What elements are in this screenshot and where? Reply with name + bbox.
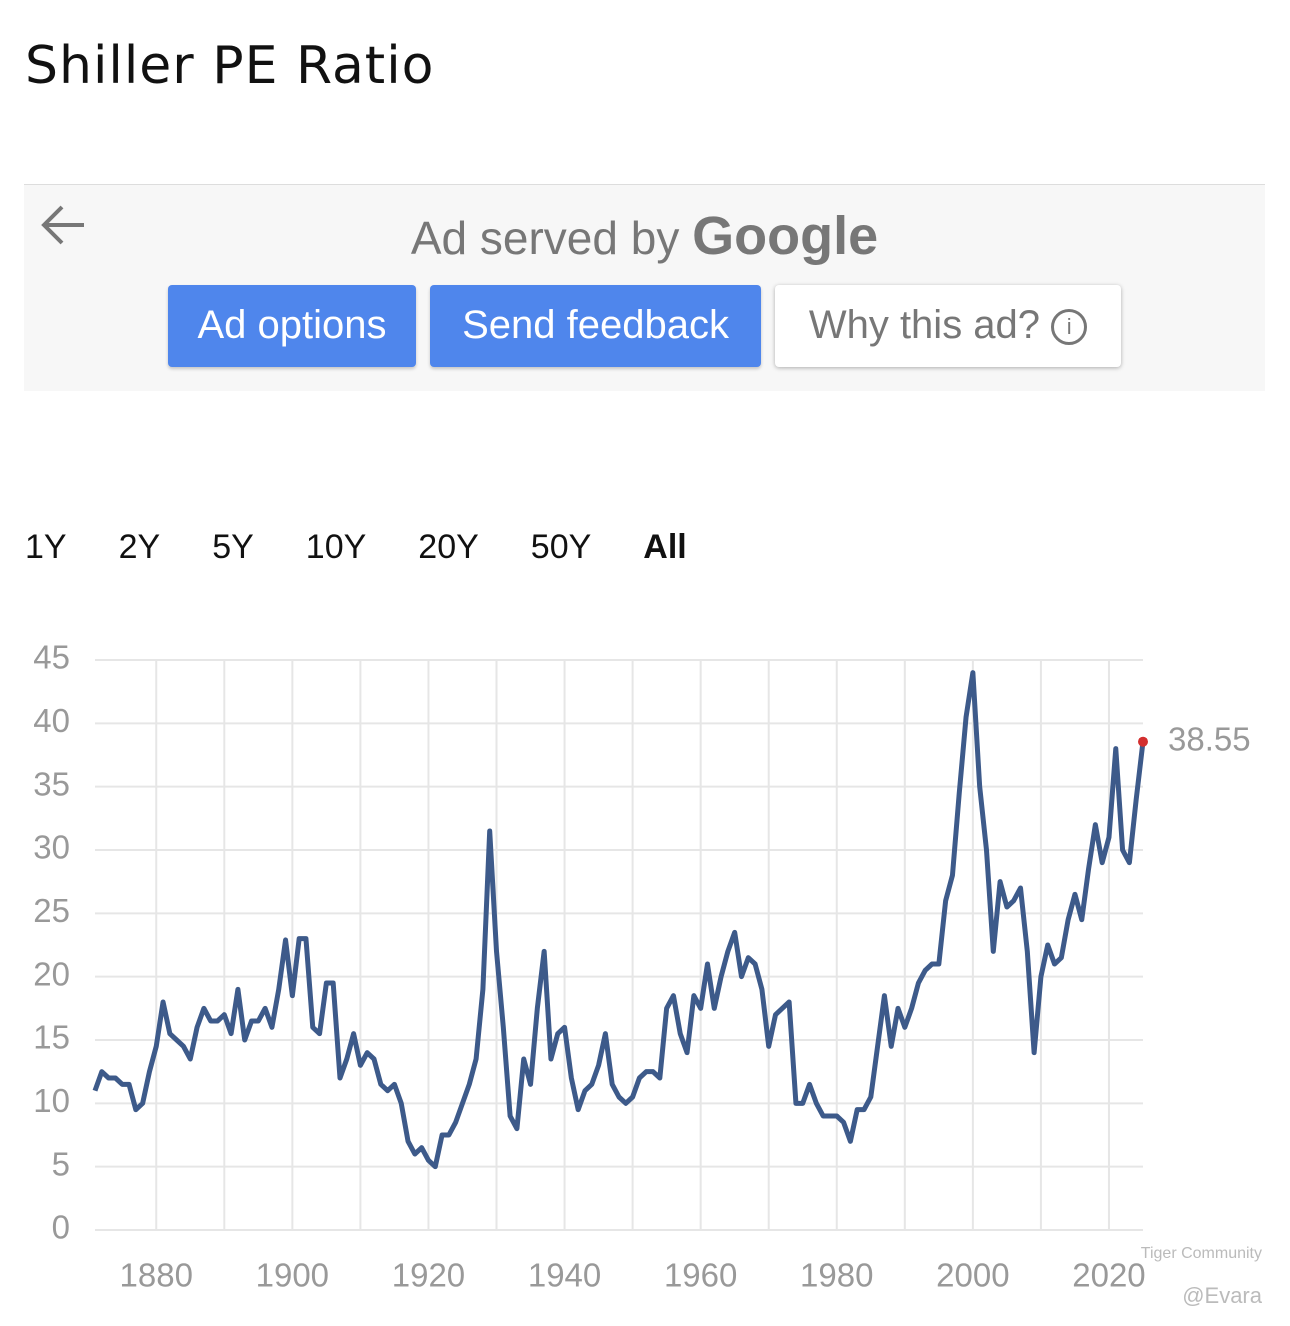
ad-served-by: Ad served by Google bbox=[24, 205, 1265, 267]
y-tick-label: 45 bbox=[33, 639, 70, 676]
y-tick-label: 30 bbox=[33, 829, 70, 866]
y-tick-label: 25 bbox=[33, 892, 70, 929]
range-tab[interactable]: 10Y bbox=[305, 528, 367, 566]
range-tab[interactable]: 1Y bbox=[25, 528, 67, 566]
x-tick-label: 1960 bbox=[664, 1257, 737, 1294]
x-tick-label: 1880 bbox=[120, 1257, 193, 1294]
chart: 0 5 10 15 20 25 30 35 40 45 1880 1900 1920 1940 1960 19… bbox=[33, 639, 1263, 1308]
range-tabs: 1Y 2Y 5Y 10Y 20Y 50Y All bbox=[25, 528, 739, 567]
y-tick-label: 35 bbox=[33, 765, 70, 802]
info-icon: i bbox=[1051, 309, 1088, 346]
ad-panel: Ad served by Google Ad options Send feed… bbox=[24, 184, 1265, 391]
page-title: Shiller PE Ratio bbox=[25, 36, 435, 96]
x-tick-label: 2020 bbox=[1072, 1257, 1145, 1294]
back-arrow[interactable] bbox=[40, 199, 100, 249]
y-tick-label: 20 bbox=[33, 955, 70, 992]
last-value-label: 38.55 bbox=[1168, 720, 1251, 757]
range-tab[interactable]: All bbox=[643, 528, 687, 566]
served-text: Ad served by bbox=[410, 212, 680, 264]
watermark-user: @Evara bbox=[1182, 1283, 1263, 1308]
y-tick-label: 0 bbox=[52, 1209, 70, 1246]
x-tick-label: 1920 bbox=[392, 1257, 465, 1294]
brand: Google bbox=[692, 206, 879, 266]
x-tick-label: 1980 bbox=[800, 1257, 873, 1294]
why-ad-button[interactable]: Why this ad? i bbox=[775, 285, 1121, 367]
x-tick-label: 1900 bbox=[256, 1257, 329, 1294]
y-tick-label: 15 bbox=[33, 1019, 70, 1056]
range-tab[interactable]: 20Y bbox=[418, 528, 479, 566]
line-series bbox=[92, 670, 1146, 1170]
x-tick-label: 1940 bbox=[528, 1257, 601, 1294]
watermark-brand: Tiger Community bbox=[1141, 1245, 1262, 1262]
range-tab[interactable]: 5Y bbox=[212, 528, 254, 566]
send-feedback-button[interactable]: Send feedback bbox=[430, 285, 761, 367]
last-point bbox=[1138, 736, 1148, 747]
y-tick-label: 10 bbox=[33, 1082, 70, 1119]
why-ad-text: Why this ad? bbox=[808, 303, 1041, 347]
y-tick-label: 5 bbox=[52, 1145, 70, 1182]
x-tick-label: 2000 bbox=[936, 1257, 1009, 1294]
y-tick-label: 40 bbox=[33, 702, 70, 739]
range-tab[interactable]: 50Y bbox=[530, 528, 592, 566]
range-tab[interactable]: 2Y bbox=[118, 528, 161, 566]
ad-options-button[interactable]: Ad options bbox=[168, 285, 416, 367]
